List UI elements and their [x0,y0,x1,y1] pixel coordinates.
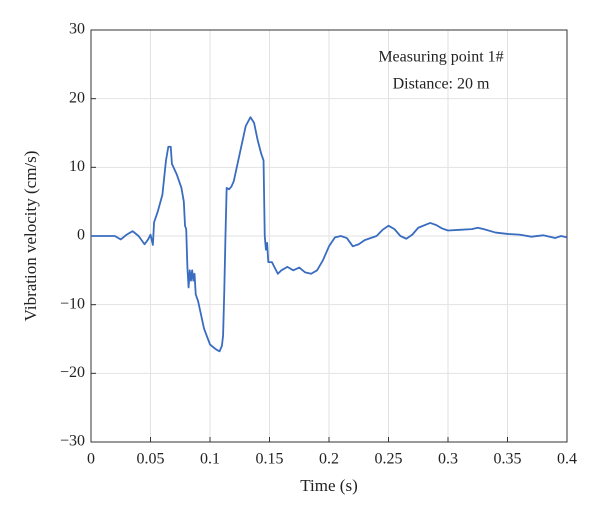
annotation: Measuring point 1# [378,49,503,66]
y-axis-label: Vibration velocity (cm/s) [21,151,40,322]
x-tick-label: 0.15 [256,451,284,468]
x-axis-label: Time (s) [300,476,357,495]
y-tick-label: 10 [69,158,85,175]
x-tick-label: 0.3 [438,451,458,468]
data-line [91,116,568,353]
x-tick-label: 0 [87,451,95,468]
y-tick-label: 0 [77,227,85,244]
y-tick-label: 20 [69,89,85,106]
x-tick-label: 0.25 [375,451,403,468]
x-tick-label: 0.4 [557,451,577,468]
y-tick-label: −10 [60,295,85,312]
x-tick-label: 0.35 [494,451,522,468]
y-tick-label: −20 [60,364,85,381]
x-tick-label: 0.05 [137,451,165,468]
y-tick-label: 30 [69,21,85,38]
x-tick-label: 0.1 [200,451,220,468]
x-tick-label: 0.2 [319,451,339,468]
y-tick-label: −30 [60,433,85,450]
annotation: Distance: 20 m [393,76,490,93]
